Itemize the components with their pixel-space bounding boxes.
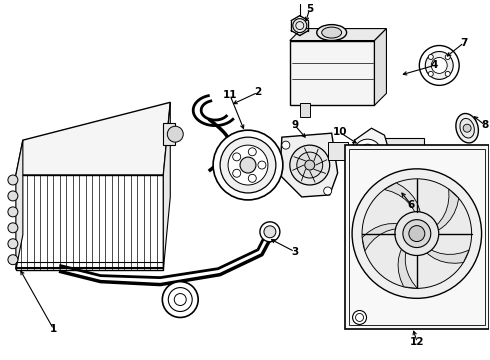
Circle shape — [260, 222, 280, 242]
Circle shape — [264, 226, 276, 238]
Ellipse shape — [366, 141, 393, 179]
Polygon shape — [16, 175, 163, 270]
Circle shape — [445, 71, 450, 76]
Circle shape — [353, 310, 367, 324]
Ellipse shape — [401, 148, 418, 172]
Circle shape — [8, 207, 18, 217]
Circle shape — [240, 157, 256, 173]
Text: 1: 1 — [50, 324, 57, 334]
Ellipse shape — [317, 24, 346, 41]
Text: 4: 4 — [431, 60, 438, 71]
Circle shape — [248, 148, 256, 156]
Bar — [344, 145, 489, 329]
Circle shape — [248, 174, 256, 182]
Circle shape — [8, 255, 18, 265]
Bar — [348, 149, 485, 325]
Circle shape — [352, 169, 482, 298]
Text: 6: 6 — [408, 200, 415, 210]
Ellipse shape — [322, 27, 342, 38]
Circle shape — [359, 144, 376, 162]
Polygon shape — [290, 28, 387, 41]
Circle shape — [233, 169, 241, 177]
Circle shape — [168, 288, 192, 311]
Circle shape — [362, 179, 471, 288]
Polygon shape — [163, 102, 171, 270]
Circle shape — [366, 172, 373, 180]
Circle shape — [8, 223, 18, 233]
Ellipse shape — [456, 113, 478, 143]
Ellipse shape — [460, 118, 474, 138]
Text: 9: 9 — [291, 120, 298, 130]
Bar — [300, 103, 310, 117]
Circle shape — [282, 141, 290, 149]
Bar — [365, 170, 424, 182]
Polygon shape — [384, 183, 421, 222]
Circle shape — [419, 45, 459, 85]
Polygon shape — [16, 140, 23, 270]
Circle shape — [354, 139, 382, 167]
Circle shape — [403, 220, 431, 248]
Circle shape — [293, 19, 307, 32]
Circle shape — [428, 54, 433, 59]
Bar — [163, 123, 175, 145]
Circle shape — [8, 191, 18, 201]
Polygon shape — [374, 28, 387, 105]
Circle shape — [220, 137, 276, 193]
Circle shape — [297, 152, 323, 178]
Circle shape — [428, 71, 433, 76]
Circle shape — [324, 187, 332, 195]
Circle shape — [431, 58, 447, 73]
Circle shape — [228, 145, 268, 185]
Circle shape — [233, 153, 241, 161]
Circle shape — [395, 212, 439, 256]
Text: 7: 7 — [461, 37, 468, 48]
Circle shape — [463, 124, 471, 132]
Circle shape — [162, 282, 198, 318]
Polygon shape — [362, 224, 407, 251]
Text: 8: 8 — [482, 120, 489, 130]
Text: 5: 5 — [306, 4, 314, 14]
Polygon shape — [347, 128, 390, 178]
Text: 2: 2 — [254, 87, 262, 97]
Circle shape — [305, 160, 315, 170]
Bar — [328, 142, 347, 160]
Text: 12: 12 — [410, 337, 424, 347]
Circle shape — [213, 130, 283, 200]
Text: 10: 10 — [332, 127, 347, 137]
Ellipse shape — [397, 143, 422, 177]
Text: 3: 3 — [291, 247, 298, 257]
Circle shape — [409, 226, 425, 242]
Text: 11: 11 — [223, 90, 237, 100]
Circle shape — [290, 145, 330, 185]
Ellipse shape — [369, 146, 390, 174]
Polygon shape — [420, 244, 469, 263]
Circle shape — [425, 51, 453, 80]
Bar — [290, 41, 374, 105]
Polygon shape — [428, 189, 459, 234]
Polygon shape — [280, 133, 338, 197]
Circle shape — [416, 172, 423, 180]
Polygon shape — [398, 240, 417, 288]
Polygon shape — [16, 102, 171, 175]
Circle shape — [167, 126, 183, 142]
Circle shape — [8, 239, 18, 249]
Bar — [365, 138, 424, 150]
Circle shape — [445, 54, 450, 59]
Circle shape — [8, 175, 18, 185]
Circle shape — [258, 161, 266, 169]
